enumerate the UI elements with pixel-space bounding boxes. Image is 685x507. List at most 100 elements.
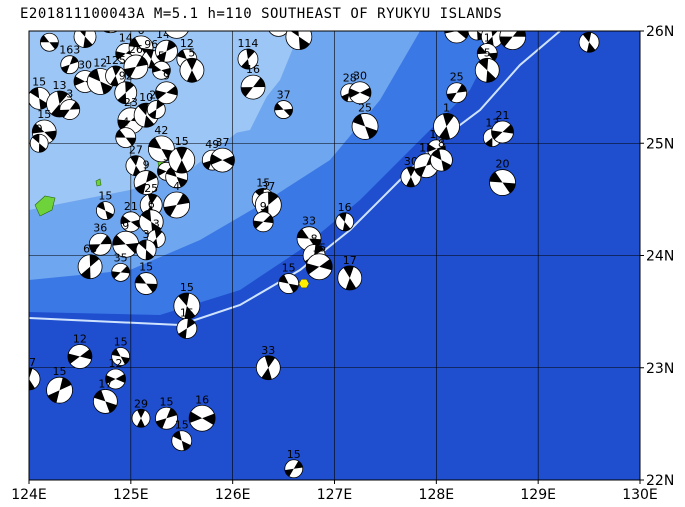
focal-mechanism: 3 (499, 31, 527, 51)
depth-label: 17 (343, 254, 357, 267)
compressional-quadrant (135, 170, 157, 195)
focal-mechanism: 5 (474, 46, 500, 83)
compressional-quadrant (444, 31, 469, 39)
depth-label: 64 (292, 12, 306, 25)
depth-label: 3 (66, 88, 73, 101)
focal-mechanism: 15 (46, 365, 73, 404)
depth-label: 21 (124, 200, 138, 213)
compressional-quadrant (297, 228, 322, 249)
depth-label: 4 (122, 116, 129, 129)
x-tick-label: 125E (113, 487, 149, 503)
focal-mechanism: 12 (67, 333, 93, 369)
compressional-quadrant (155, 408, 178, 429)
focal-mechanism: 192 (39, 31, 60, 52)
focal-mechanism: 64 (285, 12, 313, 51)
depth-label: 30 (78, 59, 92, 72)
depth-label: 36 (93, 221, 107, 234)
depth-label: 9 (260, 200, 267, 213)
depth-label: 20 (496, 158, 510, 171)
compressional-quadrant (136, 409, 146, 428)
compressional-quadrant (51, 90, 69, 117)
compressional-quadrant (163, 193, 190, 217)
focal-mechanism: 3 (135, 228, 157, 261)
focal-mechanism: 15 (171, 419, 193, 452)
y-axis-ticks: 26N 25N 24N 23N 22N (640, 24, 674, 489)
focal-mechanism: 9 (29, 122, 49, 153)
depth-label: 148 (156, 28, 177, 41)
depth-label: 4 (173, 180, 180, 193)
compressional-quadrant (32, 134, 47, 153)
focal-mechanism: 17 (337, 254, 363, 291)
focal-mechanism: 42 (578, 31, 600, 53)
depth-label: 14 (119, 31, 133, 44)
focal-mechanism: 30 (348, 70, 372, 105)
depth-label: 12 (73, 333, 87, 346)
depth-label: 15 (282, 262, 296, 275)
compressional-quadrant (148, 137, 175, 161)
compressional-quadrant (172, 430, 191, 451)
focal-mechanism: 3 (59, 88, 81, 120)
depth-label: 29 (134, 397, 148, 410)
depth-label: 16 (338, 201, 352, 214)
compressional-quadrant (120, 215, 141, 228)
focal-mechanism: 20 (489, 158, 516, 196)
focal-mechanism: 17 (29, 356, 41, 391)
depth-label: 15 (175, 135, 189, 148)
focal-mechanism: 50 (103, 31, 118, 34)
beachball-outline (103, 31, 118, 34)
depth-label: 3 (143, 228, 150, 241)
depth-label: 33 (302, 215, 316, 228)
compressional-quadrant (338, 212, 351, 231)
compressional-quadrant (110, 65, 121, 86)
beachball-outline (105, 65, 126, 87)
focal-mechanism: 15 (155, 395, 178, 430)
compressional-quadrant (438, 113, 455, 140)
depth-label: 15 (180, 306, 194, 319)
compressional-quadrant (285, 31, 288, 33)
focal-mechanism: 25 (351, 101, 379, 140)
focal-mechanism: 16 (335, 201, 355, 232)
focal-mechanism: 17 (92, 377, 118, 414)
focal-mechanism: 90 (164, 0, 189, 39)
focal-mechanism: 16 (240, 63, 266, 100)
x-tick-label: 126E (215, 487, 251, 503)
beachball-outline (164, 31, 189, 39)
compressional-quadrant (146, 50, 157, 69)
compressional-quadrant (105, 374, 126, 384)
depth-label: 25 (450, 71, 464, 84)
depth-label: 15 (53, 365, 67, 378)
depth-label: 27 (129, 144, 143, 157)
x-tick-label: 130E (622, 487, 658, 503)
depth-label: 3 (153, 218, 160, 231)
compressional-quadrant (97, 201, 114, 220)
depth-label: 10 (139, 91, 153, 104)
focal-mechanism: 21 (491, 109, 514, 144)
depth-label: 163 (59, 44, 80, 57)
depth-label: 5 (188, 46, 195, 59)
beachball-outline (268, 31, 289, 37)
compressional-quadrant (186, 58, 198, 83)
focal-mechanism: 6 (444, 31, 470, 44)
depth-label: 90 (170, 0, 184, 13)
compressional-quadrant (477, 46, 498, 61)
compressional-quadrant (343, 265, 357, 290)
depth-label: 16 (195, 393, 209, 406)
depth-label: 37 (261, 180, 275, 193)
depth-label: 5 (158, 49, 165, 62)
focal-mechanism: 15 (168, 135, 196, 174)
compressional-quadrant (141, 209, 162, 234)
depth-label: 42 (154, 124, 168, 137)
depth-label: 25 (358, 101, 372, 114)
focal-mechanism: 15 (134, 261, 158, 295)
compressional-quadrant (489, 171, 516, 194)
compressional-quadrant (582, 32, 596, 53)
compressional-quadrant (130, 155, 142, 176)
focal-mechanism: 5 (179, 46, 205, 83)
compressional-quadrant (117, 81, 134, 104)
depth-label: 6 (148, 198, 155, 211)
compressional-quadrant (178, 318, 196, 339)
y-tick-label: 22N (646, 473, 674, 489)
y-tick-label: 24N (646, 249, 674, 265)
